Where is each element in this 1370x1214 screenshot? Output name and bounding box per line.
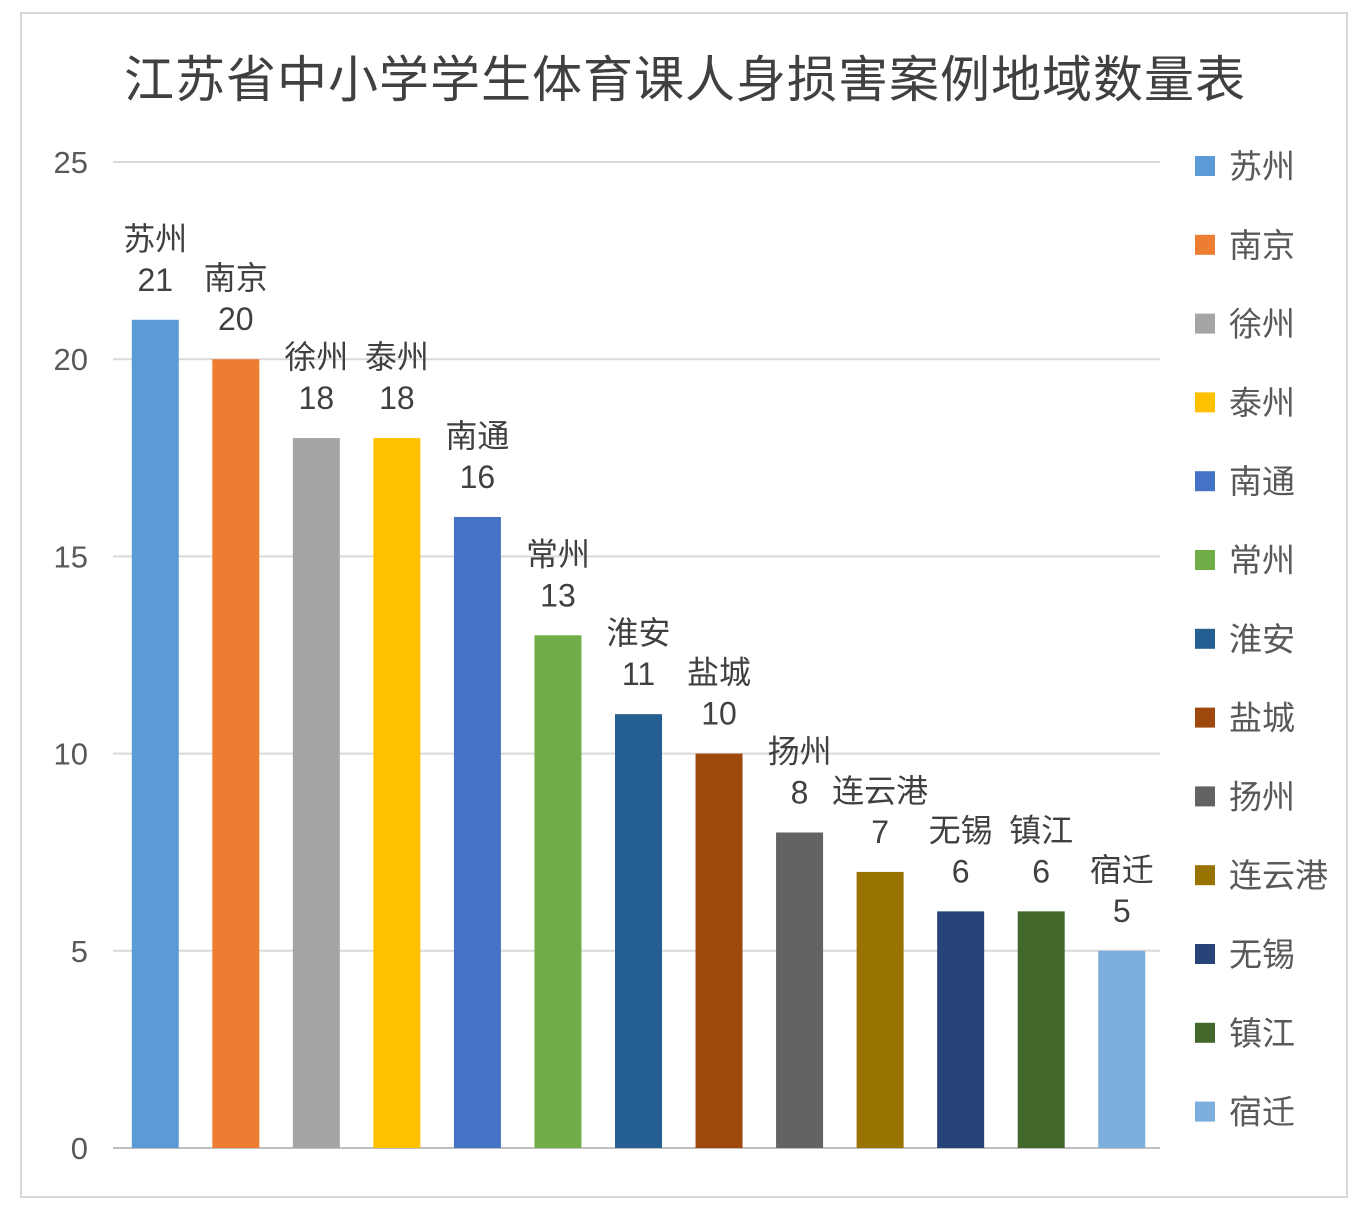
- legend-swatch: [1195, 471, 1215, 492]
- data-label-value: 5: [1113, 893, 1131, 929]
- data-labels: 苏州 21 南京 20 徐州 18 泰州 18 南通 16 常州 13 淮安 11 盐城 10 扬州 8 连云港 7 无…: [123, 221, 1153, 929]
- bar-淮安[interactable]: [615, 714, 662, 1148]
- data-label-value: 20: [218, 301, 254, 337]
- legend-label: 连云港: [1229, 857, 1328, 894]
- legend-swatch: [1195, 944, 1215, 964]
- legend-swatch: [1195, 392, 1215, 413]
- data-label-value: 8: [791, 774, 809, 810]
- legend-swatch: [1195, 550, 1215, 570]
- data-label-category: 南通: [445, 418, 509, 454]
- legend-label: 南京: [1229, 227, 1295, 264]
- data-label-category: 常州: [526, 536, 590, 572]
- data-label-value: 11: [622, 656, 655, 692]
- data-label-category: 南京: [204, 260, 268, 296]
- data-label-value: 21: [137, 262, 173, 298]
- y-tick-label: 5: [71, 934, 88, 969]
- y-tick-label: 25: [54, 145, 88, 180]
- data-label-category: 泰州: [365, 339, 429, 375]
- bar-南通[interactable]: [453, 516, 501, 1148]
- data-label-value: 13: [540, 577, 576, 613]
- data-label-category: 苏州: [123, 221, 187, 257]
- data-label-category: 盐城: [687, 655, 751, 691]
- legend-swatch: [1195, 707, 1215, 728]
- legend-swatch: [1195, 313, 1215, 334]
- bar-常州[interactable]: [534, 635, 582, 1148]
- legend-label: 常州: [1229, 542, 1295, 579]
- data-label-value: 10: [701, 696, 737, 732]
- data-label-value: 6: [952, 853, 970, 889]
- bar-徐州[interactable]: [292, 438, 340, 1149]
- data-label-value: 7: [871, 814, 889, 850]
- legend-label: 徐州: [1229, 306, 1295, 343]
- data-label-value: 16: [460, 459, 496, 495]
- bar-泰州[interactable]: [373, 438, 421, 1149]
- y-tick-label: 0: [71, 1131, 88, 1166]
- chart-title: 江苏省中小学学生体育课人身损害案例地域数量表: [124, 51, 1246, 109]
- legend-label: 无锡: [1229, 936, 1295, 973]
- data-label-value: 18: [379, 380, 415, 416]
- legend-label: 宿迁: [1229, 1094, 1295, 1131]
- legend-swatch: [1195, 865, 1215, 886]
- bar-扬州[interactable]: [776, 832, 824, 1148]
- bar-盐城[interactable]: [695, 753, 743, 1148]
- legend-swatch: [1195, 628, 1215, 649]
- y-tick-label: 10: [54, 737, 88, 772]
- legend-label: 淮安: [1229, 621, 1295, 658]
- bar-宿迁[interactable]: [1098, 950, 1146, 1148]
- legend-swatch: [1195, 786, 1215, 807]
- bar-镇江[interactable]: [1017, 911, 1065, 1148]
- bar-无锡[interactable]: [937, 911, 985, 1148]
- legend-label: 盐城: [1229, 700, 1295, 737]
- legend-label: 扬州: [1229, 778, 1295, 815]
- legend-label: 苏州: [1229, 148, 1295, 185]
- bars: [131, 319, 1146, 1149]
- data-label-value: 6: [1032, 853, 1050, 889]
- data-label-category: 无锡: [929, 812, 993, 848]
- data-label-category: 宿迁: [1090, 852, 1154, 888]
- data-label-value: 18: [299, 380, 335, 416]
- legend-swatch: [1195, 1101, 1215, 1122]
- bar-苏州[interactable]: [131, 319, 179, 1148]
- y-axis-ticks: 0 5 10 15 20 25: [54, 145, 88, 1166]
- legend-label: 镇江: [1229, 1015, 1295, 1052]
- data-label-category: 镇江: [1009, 812, 1073, 848]
- data-label-category: 扬州: [768, 733, 832, 769]
- y-tick-label: 15: [54, 539, 88, 574]
- legend-label: 泰州: [1229, 384, 1295, 421]
- y-tick-label: 20: [54, 342, 88, 377]
- bar-连云港[interactable]: [856, 871, 904, 1148]
- bar-南京[interactable]: [212, 359, 260, 1148]
- legend-label: 南通: [1229, 463, 1295, 500]
- data-label-category: 淮安: [606, 615, 670, 651]
- data-label-category: 徐州: [284, 339, 348, 375]
- legend-swatch: [1195, 156, 1215, 176]
- legend-swatch: [1195, 1022, 1215, 1043]
- legend-swatch: [1195, 234, 1215, 255]
- data-label-category: 连云港: [832, 773, 928, 809]
